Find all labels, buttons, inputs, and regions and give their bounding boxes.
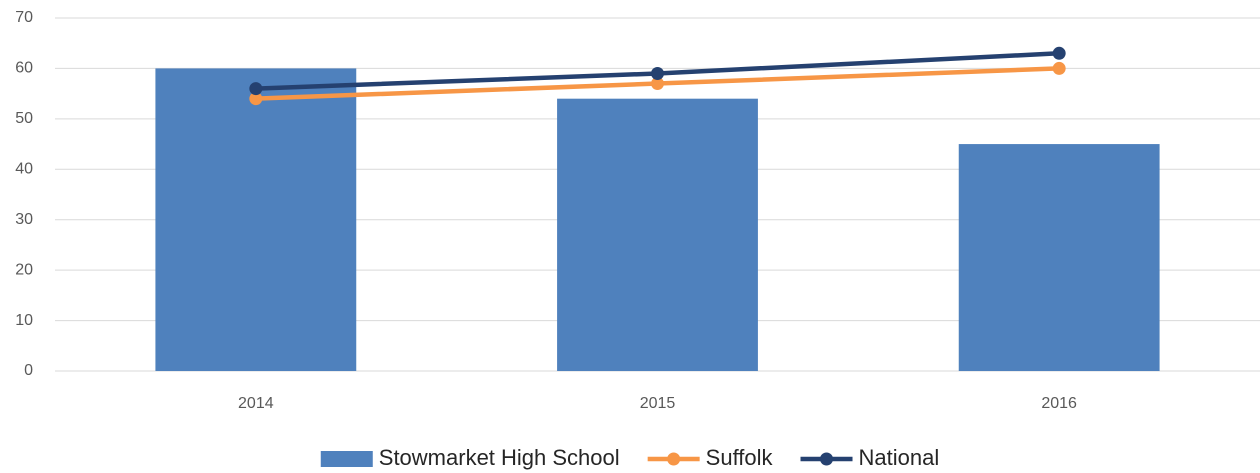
bar — [958, 144, 1160, 371]
x-tick-label: 2014 — [238, 395, 274, 412]
marker — [1052, 46, 1066, 60]
bar — [557, 98, 758, 371]
legend-label: National — [859, 445, 940, 470]
bar — [155, 68, 357, 371]
marker — [249, 92, 263, 106]
legend-swatch — [320, 451, 373, 467]
marker — [1052, 61, 1066, 75]
x-tick-label: 2015 — [640, 395, 676, 412]
legend-marker — [667, 452, 681, 466]
y-tick-label: 20 — [15, 261, 33, 278]
y-tick-label: 70 — [15, 9, 33, 26]
legend-label: Suffolk — [706, 445, 774, 470]
y-tick-label: 40 — [15, 161, 33, 178]
y-tick-label: 60 — [15, 60, 33, 77]
marker — [651, 66, 664, 80]
y-tick-label: 50 — [15, 110, 33, 127]
legend-marker — [820, 452, 834, 466]
y-tick-label: 30 — [15, 211, 33, 228]
y-tick-label: 10 — [15, 312, 33, 329]
x-tick-label: 2016 — [1041, 395, 1077, 412]
y-tick-label: 0 — [24, 362, 33, 379]
marker — [651, 77, 664, 91]
marker — [249, 82, 263, 96]
legend-label: Stowmarket High School — [379, 445, 620, 470]
